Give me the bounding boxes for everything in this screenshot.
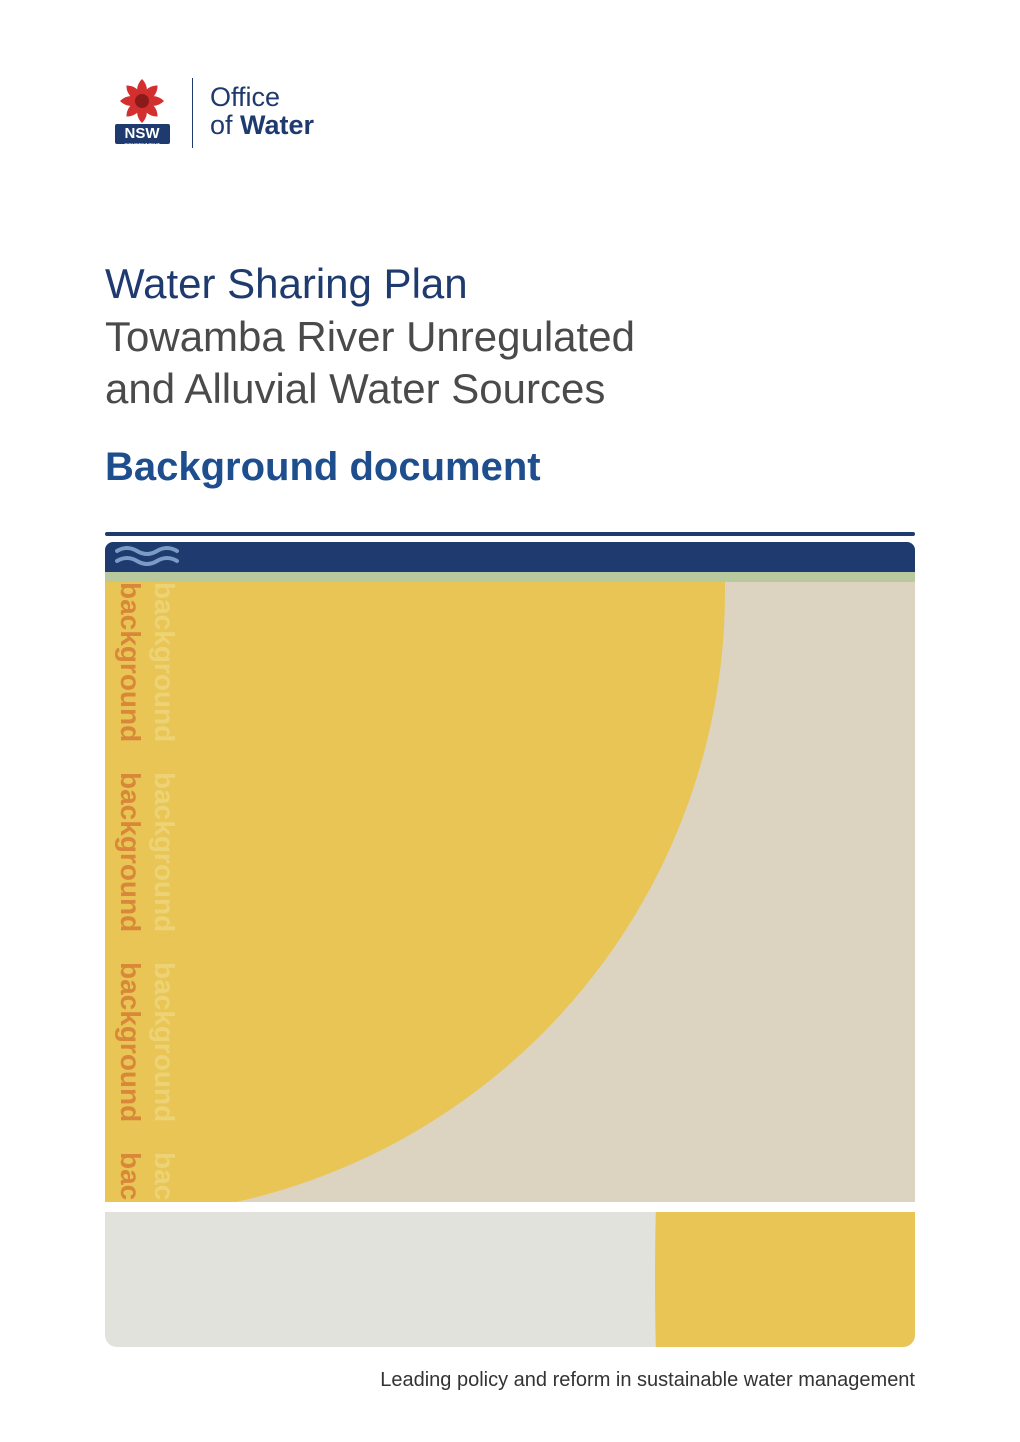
- nsw-waratah-logo: NSW GOVERNMENT: [105, 75, 180, 150]
- of-water-label: of Water: [210, 111, 314, 141]
- wave-icon: [115, 545, 195, 569]
- blue-main-bar: [105, 542, 915, 572]
- background-text-pattern: background background: [105, 582, 175, 1202]
- blue-thin-line: [105, 532, 915, 536]
- document-page: NSW GOVERNMENT Office of Water Water Sha…: [0, 0, 1020, 1442]
- title-line-3: and Alluvial Water Sources: [105, 363, 635, 416]
- svg-text:GOVERNMENT: GOVERNMENT: [124, 143, 160, 149]
- logo-divider: [192, 78, 193, 148]
- logo-header: NSW GOVERNMENT Office of Water: [105, 75, 314, 150]
- footer-tagline: Leading policy and reform in sustainable…: [380, 1369, 915, 1392]
- blue-header-bar: [105, 532, 915, 562]
- title-line-1: Water Sharing Plan: [105, 258, 635, 311]
- svg-text:NSW: NSW: [125, 125, 161, 142]
- footer-yellow-accent: [655, 1212, 915, 1347]
- yellow-circle-bg: background background: [105, 582, 725, 1202]
- document-title: Water Sharing Plan Towamba River Unregul…: [105, 258, 635, 416]
- green-accent-strip: [105, 572, 915, 582]
- office-label: Office: [210, 84, 314, 111]
- title-line-2: Towamba River Unregulated: [105, 311, 635, 364]
- white-separator: [105, 1202, 915, 1212]
- office-of-water-text: Office of Water: [205, 84, 314, 141]
- document-subtitle: Background document: [105, 445, 541, 490]
- main-graphic-panel: background background: [105, 582, 915, 1202]
